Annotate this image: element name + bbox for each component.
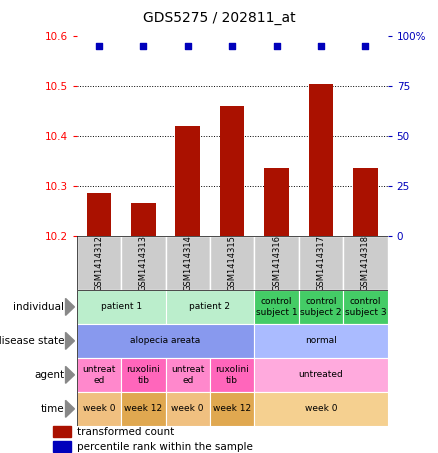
Polygon shape bbox=[66, 366, 74, 383]
Text: GSM1414316: GSM1414316 bbox=[272, 235, 281, 291]
Polygon shape bbox=[66, 400, 74, 417]
Text: ruxolini
tib: ruxolini tib bbox=[215, 365, 249, 385]
Text: week 0: week 0 bbox=[171, 405, 204, 413]
Bar bbox=[77, 290, 166, 324]
Text: untreat
ed: untreat ed bbox=[171, 365, 205, 385]
Bar bbox=[265, 168, 289, 236]
Text: percentile rank within the sample: percentile rank within the sample bbox=[77, 442, 253, 452]
Bar bbox=[53, 441, 71, 452]
Text: alopecia areata: alopecia areata bbox=[131, 337, 201, 345]
Bar bbox=[299, 290, 343, 324]
Text: GSM1414315: GSM1414315 bbox=[228, 235, 237, 291]
Text: control
subject 3: control subject 3 bbox=[345, 297, 386, 317]
Text: disease state: disease state bbox=[0, 336, 64, 346]
Point bbox=[95, 43, 102, 50]
Bar bbox=[166, 392, 210, 426]
Text: GSM1414318: GSM1414318 bbox=[361, 235, 370, 291]
Text: patient 1: patient 1 bbox=[100, 303, 141, 311]
Text: GSM1414317: GSM1414317 bbox=[317, 235, 325, 291]
Bar bbox=[121, 392, 166, 426]
Bar bbox=[343, 290, 388, 324]
Text: untreat
ed: untreat ed bbox=[82, 365, 116, 385]
Bar bbox=[210, 358, 254, 392]
Text: individual: individual bbox=[13, 302, 64, 312]
Text: patient 2: patient 2 bbox=[189, 303, 230, 311]
Bar bbox=[166, 236, 210, 290]
Bar bbox=[309, 83, 333, 236]
Bar bbox=[77, 392, 121, 426]
Bar bbox=[210, 236, 254, 290]
Bar bbox=[353, 168, 378, 236]
Bar bbox=[77, 358, 121, 392]
Text: agent: agent bbox=[34, 370, 64, 380]
Bar bbox=[254, 290, 299, 324]
Text: time: time bbox=[41, 404, 64, 414]
Bar bbox=[53, 427, 71, 437]
Bar bbox=[343, 236, 388, 290]
Point bbox=[273, 43, 280, 50]
Bar bbox=[77, 324, 254, 358]
Text: week 0: week 0 bbox=[83, 405, 115, 413]
Text: week 12: week 12 bbox=[124, 405, 162, 413]
Text: GDS5275 / 202811_at: GDS5275 / 202811_at bbox=[143, 11, 295, 25]
Bar bbox=[176, 126, 200, 236]
Bar bbox=[77, 236, 121, 290]
Text: normal: normal bbox=[305, 337, 337, 345]
Bar bbox=[166, 358, 210, 392]
Bar bbox=[299, 236, 343, 290]
Text: control
subject 2: control subject 2 bbox=[300, 297, 342, 317]
Text: GSM1414313: GSM1414313 bbox=[139, 235, 148, 291]
Polygon shape bbox=[66, 333, 74, 349]
Bar bbox=[254, 324, 388, 358]
Text: GSM1414312: GSM1414312 bbox=[94, 235, 103, 291]
Point bbox=[184, 43, 191, 50]
Bar bbox=[254, 358, 388, 392]
Text: week 0: week 0 bbox=[305, 405, 337, 413]
Bar bbox=[87, 193, 111, 236]
Bar bbox=[131, 203, 155, 236]
Bar bbox=[121, 236, 166, 290]
Point bbox=[362, 43, 369, 50]
Text: week 12: week 12 bbox=[213, 405, 251, 413]
Bar bbox=[254, 392, 388, 426]
Point bbox=[140, 43, 147, 50]
Bar bbox=[166, 290, 254, 324]
Bar bbox=[121, 358, 166, 392]
Text: ruxolini
tib: ruxolini tib bbox=[127, 365, 160, 385]
Point bbox=[318, 43, 325, 50]
Text: GSM1414314: GSM1414314 bbox=[183, 235, 192, 291]
Bar bbox=[254, 236, 299, 290]
Bar bbox=[210, 392, 254, 426]
Polygon shape bbox=[66, 299, 74, 315]
Text: transformed count: transformed count bbox=[77, 427, 174, 437]
Point bbox=[229, 43, 236, 50]
Text: untreated: untreated bbox=[299, 371, 343, 379]
Text: control
subject 1: control subject 1 bbox=[256, 297, 297, 317]
Bar bbox=[220, 106, 244, 236]
